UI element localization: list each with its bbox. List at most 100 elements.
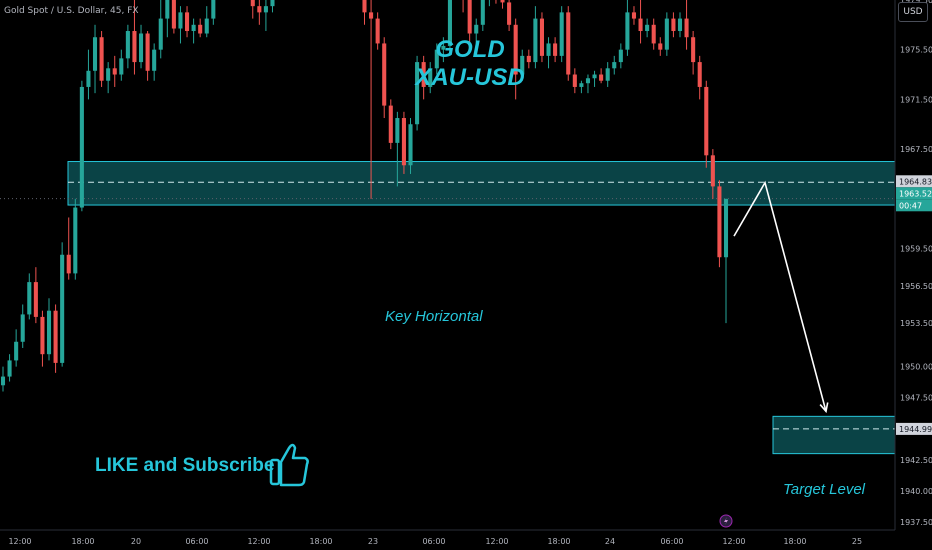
candle (704, 80, 709, 168)
projection-arrowhead (819, 402, 829, 414)
candle-body (526, 55, 531, 63)
candle-body (86, 70, 91, 87)
candle (467, 0, 472, 44)
price-tick-label: 1975.50 (900, 46, 932, 55)
target-badge: 1944.99 (899, 425, 932, 434)
target-badge-bg (896, 422, 932, 435)
candle-body (546, 43, 551, 56)
candle (7, 354, 12, 382)
candle (533, 6, 538, 69)
candle (599, 68, 604, 84)
candle (495, 0, 497, 4)
candle (428, 62, 433, 94)
candle-body (480, 0, 485, 25)
time-tick-label: 06:00 (422, 537, 445, 546)
candle (119, 49, 124, 81)
candle (539, 12, 545, 63)
candle-body (428, 68, 433, 87)
candle-body (533, 18, 538, 63)
candle (106, 62, 111, 94)
candle-body (579, 83, 584, 87)
candle-body (66, 254, 71, 274)
candle-body (645, 24, 650, 32)
thumbs-up-cuff (269, 458, 281, 486)
candle (388, 99, 393, 150)
last-price-badge: 1963.52 (899, 189, 932, 198)
candle-body (408, 124, 413, 166)
candle-body (447, 0, 452, 46)
candle (184, 6, 190, 38)
candle (671, 12, 676, 38)
candle (53, 304, 58, 373)
candle-body (401, 118, 406, 166)
candle (526, 49, 531, 69)
candle (546, 37, 551, 69)
candle-body (507, 2, 512, 25)
candle-body (572, 74, 577, 87)
candle-body (211, 0, 216, 19)
target-level-label: Target Level (783, 481, 866, 498)
candle (618, 43, 623, 69)
candle (421, 55, 426, 100)
candle-body (138, 33, 144, 63)
price-tick-label: 1953.50 (900, 319, 932, 328)
candle (415, 55, 420, 131)
candle (171, 0, 176, 34)
candle (441, 37, 446, 63)
candle-body (710, 155, 715, 187)
candle (152, 43, 157, 81)
candle-body (165, 0, 170, 19)
candle-body (382, 43, 387, 106)
candle (592, 70, 597, 87)
candle (178, 6, 183, 44)
zone-0 (67, 161, 896, 206)
candle-body (704, 86, 709, 156)
candle-body (171, 0, 176, 29)
candle-body (375, 18, 380, 44)
candle-body (651, 24, 656, 44)
time-tick-label: 18:00 (71, 537, 94, 546)
price-tick-label: 1971.50 (900, 95, 932, 104)
candle-body (500, 0, 505, 3)
candle (572, 68, 577, 94)
candle (625, 0, 630, 56)
candle (658, 37, 663, 56)
candle-body (513, 24, 518, 75)
candle-body (677, 18, 683, 32)
price-tick-label: 1942.50 (900, 456, 932, 465)
price-tick-label: 1947.50 (900, 394, 932, 403)
candle (513, 18, 518, 100)
candle-body (605, 68, 610, 81)
candle (375, 12, 380, 50)
candle-body (106, 68, 111, 81)
candle (79, 80, 84, 212)
candle-body (191, 24, 196, 32)
candle-body (40, 316, 45, 355)
candle (631, 6, 637, 25)
candle-body (585, 78, 591, 84)
candle-body (592, 74, 597, 79)
currency-button[interactable]: USD (898, 2, 928, 22)
zone-1 (772, 415, 896, 455)
price-tick-label: 1940.00 (900, 487, 932, 496)
candle (198, 18, 203, 38)
like-subscribe-text: LIKE and Subscribe (95, 455, 275, 476)
candle (250, 0, 255, 19)
candle (651, 18, 656, 50)
candle (507, 0, 512, 32)
thumbs-up-icon (269, 443, 309, 487)
key-horizontal-label: Key Horizontal (385, 308, 483, 325)
candle-body (7, 360, 12, 377)
price-tick-label: 1950.00 (900, 363, 932, 372)
candle (165, 0, 170, 38)
candle-body (33, 282, 38, 317)
candle (132, 0, 137, 75)
candle-body (664, 18, 669, 50)
candle-body (369, 12, 374, 19)
candle (677, 12, 683, 38)
candle-body (14, 341, 19, 361)
time-tick-label: 12:00 (485, 537, 508, 546)
time-tick-label: 23 (368, 537, 378, 546)
candle-body (441, 45, 446, 50)
